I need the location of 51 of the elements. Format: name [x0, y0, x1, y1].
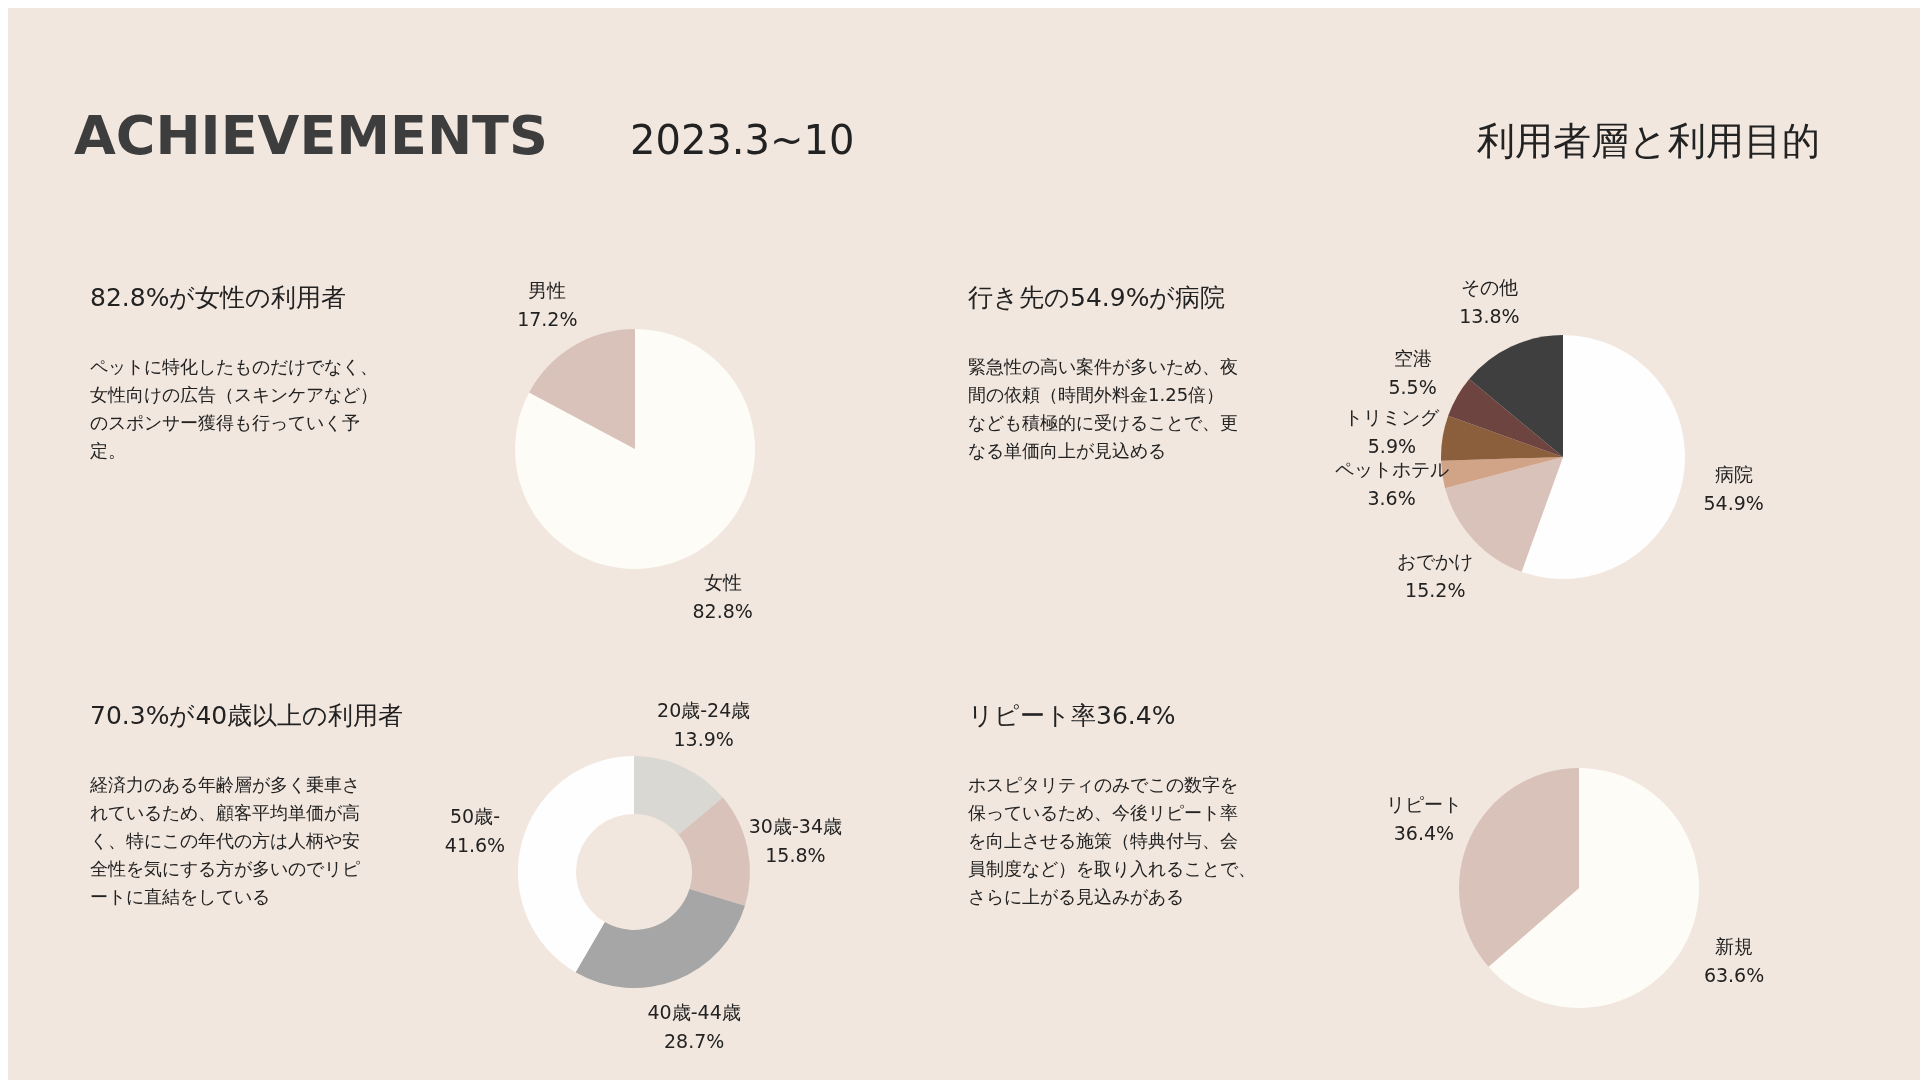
pie-slice	[529, 329, 635, 449]
donut-slice	[518, 756, 634, 973]
slice-label: リピート	[1385, 793, 1462, 816]
data-label: 17.2%	[517, 307, 578, 330]
data-label: 28.7%	[663, 1030, 725, 1053]
slice-label: ペットホテル	[1334, 457, 1449, 480]
text: 82.8%が女性の利用者	[90, 283, 347, 312]
donut-slice	[575, 888, 745, 988]
data-label: 82.8%	[692, 600, 753, 623]
slice-label: 20歳-24歳	[657, 698, 751, 721]
chart-title: 70.3%が40歳以上の利用者	[90, 701, 404, 730]
text: リピート率36.4%	[968, 701, 1176, 730]
text: 利用者層と利用目的	[1477, 119, 1820, 163]
data-label: 3.6%	[1367, 486, 1416, 509]
pie-slice	[515, 329, 755, 569]
pie-slice	[1521, 335, 1685, 579]
pie-slice	[1441, 415, 1563, 461]
text: 行き先の54.9%が病院	[968, 283, 1226, 312]
text: ペットに特化したものだけでなく、女性向けの広告（スキンケアなど）のスポンサー獲得も行っていく予定。	[90, 356, 378, 461]
data-label: 5.9%	[1367, 434, 1417, 457]
data-label: 13.9%	[673, 727, 734, 750]
data-label: 63.6%	[1703, 963, 1765, 986]
pie-slice	[1488, 768, 1699, 1008]
data-label: 36.4%	[1393, 822, 1455, 845]
data-label: 13.8%	[1459, 305, 1520, 328]
text: ACHIEVEMENTS	[74, 104, 548, 167]
slice-label: 病院	[1714, 462, 1753, 485]
text: 緊急性の高い案件が多いため、夜間の依頼（時間外料金1.25倍）なども積極的に受けることで、更なる単価向上が見込める	[968, 356, 1238, 461]
slice-label: 女性	[703, 571, 742, 594]
slice-label: 50歳-	[449, 805, 501, 828]
data-label: 5.5%	[1388, 376, 1437, 399]
data-label: 15.8%	[765, 844, 826, 867]
slice-label: その他	[1460, 276, 1518, 299]
data-label: 41.6%	[444, 834, 506, 857]
slice-label: 新規	[1715, 934, 1754, 957]
slice-label: 男性	[528, 278, 567, 301]
pie-slice	[1459, 768, 1579, 967]
donut-slice	[678, 797, 750, 906]
slice-label: 40歳-44歳	[647, 1001, 741, 1024]
text: ホスピタリティのみでこの数字を保っているため、今後リピート率を向上させる施策（特典付与、会員制度など）を取り入れることで、さらに上がる見込みがある	[968, 774, 1256, 907]
slice-label: 30歳-34歳	[748, 815, 843, 838]
slice-label: 空港	[1393, 347, 1432, 370]
text: 経済力のある年齢層が多く乗車されているため、顧客平均単価が高く、特にこの年代の方は人柄や安全性を気にする方が多いのでリピートに直結をしている	[89, 774, 360, 907]
data-label: 54.9%	[1703, 491, 1764, 514]
data-label: 15.2%	[1405, 579, 1466, 602]
slice-label: トリミング	[1344, 405, 1441, 428]
text: 2023.3~10	[630, 117, 855, 163]
pie-slice	[1469, 335, 1563, 457]
pie-slice	[1448, 378, 1563, 457]
donut-slice	[634, 756, 723, 835]
slice-label: おでかけ	[1397, 550, 1474, 573]
